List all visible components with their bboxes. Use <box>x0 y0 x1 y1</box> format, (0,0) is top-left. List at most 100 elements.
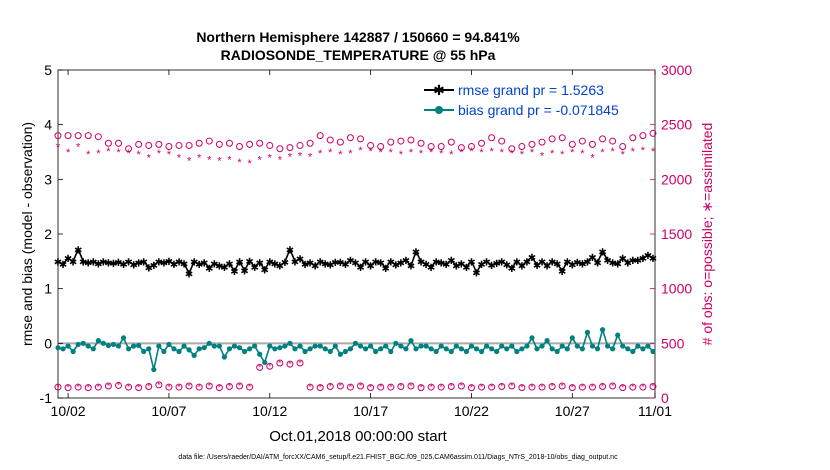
obs-assimilated-point: * <box>137 149 142 161</box>
bias-point <box>181 343 187 349</box>
obs-assimilated-point: * <box>298 150 303 162</box>
bias-point <box>615 332 621 338</box>
obs-possible-point <box>457 382 465 390</box>
rmse-point: ✱ <box>503 261 511 272</box>
rmse-point: ✱ <box>170 260 178 271</box>
bias-point <box>161 348 167 355</box>
obs-assimilated-low-point: * <box>561 382 564 391</box>
bias-point <box>146 346 152 352</box>
bias-point <box>141 348 147 355</box>
obs-possible-point <box>387 138 395 146</box>
bias-point <box>337 351 343 357</box>
rmse-point: ✱ <box>306 258 314 269</box>
obs-possible-point <box>558 382 566 390</box>
obs-assimilated-point: * <box>308 151 313 163</box>
rmse-point: ✱ <box>548 257 556 268</box>
obs-possible-point <box>336 138 344 146</box>
obs-assimilated-point: * <box>500 147 505 159</box>
bias-point <box>368 343 374 349</box>
obs-possible-point <box>215 140 223 148</box>
obs-assimilated-point: * <box>469 146 474 158</box>
rmse-point: ✱ <box>568 261 576 272</box>
obs-possible-point <box>619 384 627 392</box>
obs-possible-point <box>165 143 173 151</box>
obs-possible-point <box>528 383 536 391</box>
bias-point <box>110 341 117 348</box>
legend-bias-marker <box>435 106 443 114</box>
rmse-point: ✱ <box>427 263 435 274</box>
rmse-point: ✱ <box>387 257 395 268</box>
rmse-point: ✱ <box>553 260 561 271</box>
rmse-point: ✱ <box>523 257 531 268</box>
obs-assimilated-low-point: * <box>258 363 261 372</box>
obs-assimilated-point: * <box>439 148 444 160</box>
obs-possible-point <box>286 360 294 368</box>
obs-assimilated-point: * <box>641 145 646 157</box>
rmse-point: ✱ <box>321 260 329 271</box>
rmse-point: ✱ <box>639 254 647 265</box>
bias-point <box>322 346 328 352</box>
rmse-point: ✱ <box>124 257 132 268</box>
x-tick-label: 10/22 <box>454 403 489 419</box>
bias-point <box>554 348 560 355</box>
rmse-point: ✱ <box>200 258 208 269</box>
obs-possible-point <box>346 134 354 142</box>
bias-point <box>559 343 565 349</box>
obs-possible-point <box>538 383 546 391</box>
obs-assimilated-low-point: * <box>117 381 120 390</box>
obs-assimilated-low-point: * <box>127 383 130 392</box>
obs-assimilated-point: * <box>116 147 121 159</box>
obs-possible-point <box>478 383 486 391</box>
bias-point <box>80 340 86 346</box>
obs-possible-point <box>488 134 496 142</box>
obs-assimilated-low-point: * <box>389 383 392 392</box>
obs-assimilated-point: * <box>419 148 424 160</box>
obs-assimilated-point: * <box>510 148 515 160</box>
bias-point <box>529 335 535 341</box>
obs-assimilated-low-point: * <box>77 383 80 392</box>
rmse-point: ✱ <box>392 261 400 272</box>
rmse-point: ✱ <box>593 258 601 269</box>
rmse-point: ✱ <box>104 258 112 269</box>
bias-point <box>403 346 409 352</box>
obs-possible-point <box>236 382 244 390</box>
rmse-point: ✱ <box>69 257 77 268</box>
bias-point <box>458 346 464 352</box>
bias-point <box>362 346 369 352</box>
obs-assimilated-point: * <box>560 149 565 161</box>
obs-assimilated-point: * <box>600 147 605 159</box>
obs-assimilated-point: * <box>328 147 333 159</box>
rmse-point: ✱ <box>356 263 364 274</box>
obs-assimilated-low-point: * <box>208 382 211 391</box>
bias-point <box>156 343 162 349</box>
rmse-point: ✱ <box>452 262 460 273</box>
obs-possible-point <box>185 382 193 390</box>
obs-assimilated-low-point: * <box>278 359 281 368</box>
rmse-point: ✱ <box>402 256 410 267</box>
obs-possible-point <box>54 383 62 391</box>
obs-assimilated-point: * <box>167 149 172 161</box>
rmse-point: ✱ <box>644 251 652 262</box>
rmse-point: ✱ <box>619 254 627 265</box>
obs-assimilated-low-point: * <box>490 383 493 392</box>
rmse-point: ✱ <box>477 260 485 271</box>
bias-point <box>357 343 364 349</box>
obs-possible-point <box>155 381 163 389</box>
bias-point <box>136 342 142 349</box>
y-left-tick-label: 5 <box>44 62 52 78</box>
x-tick-label: 10/02 <box>51 403 86 419</box>
obs-possible-point <box>417 139 425 147</box>
obs-assimilated-point: * <box>348 148 353 160</box>
obs-possible-point <box>236 143 244 151</box>
x-tick-label: 10/17 <box>353 403 388 419</box>
bias-point <box>544 338 550 344</box>
obs-assimilated-low-point: * <box>349 383 352 392</box>
bias-point <box>599 327 606 333</box>
obs-possible-point <box>215 384 223 392</box>
obs-assimilated-point: * <box>520 149 525 161</box>
obs-assimilated-low-point: * <box>601 383 604 392</box>
bias-point <box>534 346 540 352</box>
rmse-point: ✱ <box>160 258 168 269</box>
obs-assimilated-point: * <box>540 150 545 162</box>
obs-assimilated-point: * <box>217 156 222 168</box>
